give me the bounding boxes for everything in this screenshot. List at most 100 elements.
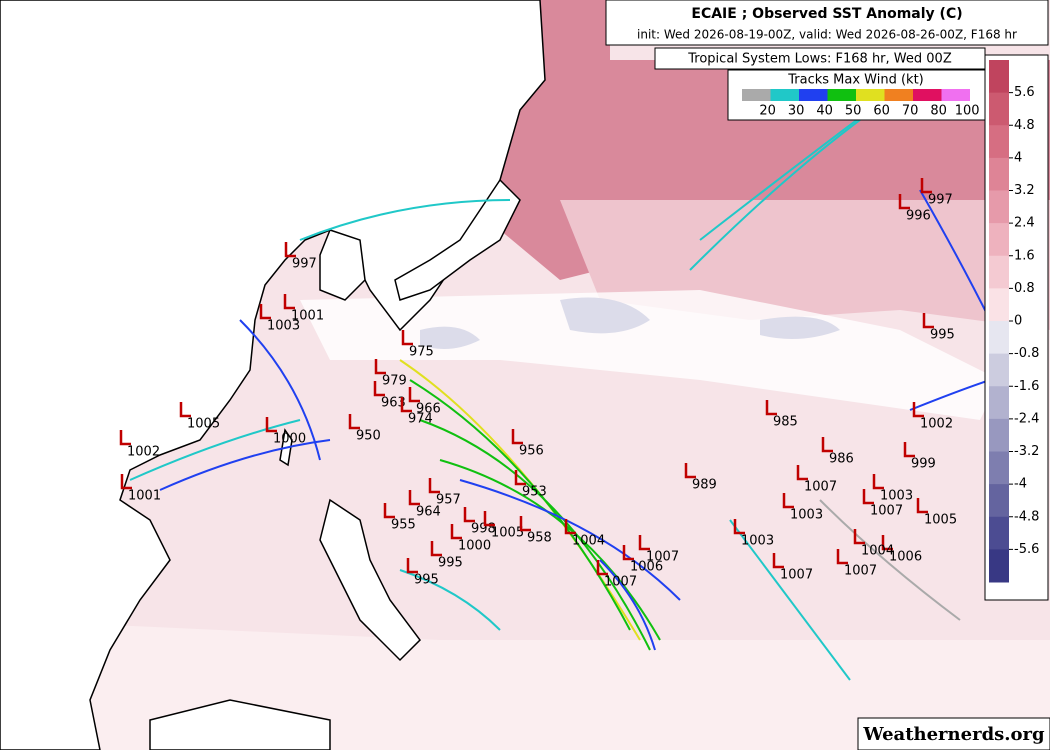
- low-marker: [564, 519, 576, 535]
- borneo: [149, 699, 331, 751]
- colorbar-tick-label: -3.2: [1014, 444, 1039, 459]
- low-pressure-label: 1002: [920, 417, 953, 432]
- colorbar-band: [989, 60, 1009, 94]
- low-marker: [408, 387, 420, 403]
- low-pressure-label: 1002: [127, 445, 160, 460]
- wind-color: [941, 89, 970, 101]
- wind-color: [799, 89, 828, 101]
- colorbar-band: [989, 255, 1009, 289]
- low-marker: [853, 529, 865, 545]
- low-marker: [120, 474, 132, 490]
- low-marker: [733, 519, 745, 535]
- low-marker: [622, 545, 634, 561]
- low-marker: [374, 359, 386, 375]
- low-marker: [483, 511, 495, 527]
- low-pressure-label: 1007: [780, 568, 813, 583]
- low-pressure-label: 1001: [128, 489, 161, 504]
- low-pressure-label: 995: [414, 573, 439, 588]
- colorbar-tick-label: 1.6: [1014, 248, 1035, 263]
- wind-tick-label: 100: [955, 104, 980, 119]
- wind-tick-label: 60: [873, 104, 890, 119]
- low-pressure-label: 964: [416, 505, 441, 520]
- colorbar-band: [989, 288, 1009, 322]
- low-marker: [772, 553, 784, 569]
- wind-color: [884, 89, 913, 101]
- low-marker: [836, 549, 848, 565]
- low-marker: [684, 463, 696, 479]
- low-pressure-label: 1007: [646, 550, 679, 565]
- low-pressure-label: 953: [522, 485, 547, 500]
- wind-tick-label: 70: [902, 104, 919, 119]
- low-marker: [283, 294, 295, 310]
- colorbar-band: [989, 549, 1009, 583]
- low-pressure-label: 957: [436, 493, 461, 508]
- low-pressure-label: 1005: [924, 513, 957, 528]
- low-marker: [821, 437, 833, 453]
- colorbar-band: [989, 125, 1009, 159]
- low-marker: [916, 498, 928, 514]
- low-marker: [920, 178, 932, 194]
- colorbar-band: [989, 157, 1009, 191]
- wind-tick-label: 30: [788, 104, 805, 119]
- low-pressure-label: 997: [928, 193, 953, 208]
- low-marker: [922, 313, 934, 329]
- low-marker: [881, 535, 893, 551]
- low-marker: [872, 474, 884, 490]
- colorbar-tick-label: 0.8: [1014, 281, 1035, 296]
- colorbar-band: [989, 353, 1009, 387]
- colorbar-band: [989, 321, 1009, 355]
- low-marker: [428, 478, 440, 494]
- wind-color: [742, 89, 771, 101]
- low-pressure-label: 1003: [790, 508, 823, 523]
- colorbar-tick-label: -4.8: [1014, 509, 1039, 524]
- low-marker: [373, 381, 385, 397]
- low-pressure-label: 1007: [604, 575, 637, 590]
- low-pressure-label: 958: [527, 531, 552, 546]
- low-marker: [119, 430, 131, 446]
- low-marker: [912, 402, 924, 418]
- low-pressure-label: 1004: [861, 544, 894, 559]
- low-pressure-label: 963: [381, 396, 406, 411]
- colorbar-band: [989, 516, 1009, 550]
- colorbar-tick-label: -0.8: [1014, 346, 1039, 361]
- low-marker: [782, 493, 794, 509]
- low-pressure-label: 995: [438, 556, 463, 571]
- colorbar-band: [989, 92, 1009, 126]
- wind-legend: 20 30 40 50 60 70 80 100: [742, 89, 980, 119]
- lows-title: Tropical System Lows: F168 hr, Wed 00Z: [687, 52, 952, 67]
- colorbar-tick-label: -5.6: [1014, 542, 1039, 557]
- low-marker: [511, 429, 523, 445]
- wind-legend-title: Tracks Max Wind (kt): [787, 73, 924, 88]
- wind-tick-label: 20: [759, 104, 776, 119]
- watermark: Weathernerds.org: [862, 724, 1045, 745]
- low-pressure-label: 1000: [458, 539, 491, 554]
- wind-color: [770, 89, 799, 101]
- colorbar-tick-label: -4: [1014, 477, 1027, 492]
- wind-tick-label: 50: [845, 104, 862, 119]
- low-marker: [179, 402, 191, 418]
- low-pressure-label: 1003: [741, 534, 774, 549]
- wind-color: [913, 89, 942, 101]
- title: ECAIE ; Observed SST Anomaly (C): [691, 6, 962, 22]
- wind-color: [827, 89, 856, 101]
- low-pressure-label: 975: [409, 345, 434, 360]
- wind-color: [856, 89, 885, 101]
- japan: [394, 178, 521, 301]
- low-pressure-label: 966: [416, 402, 441, 417]
- low-pressure-label: 1007: [804, 480, 837, 495]
- low-marker: [348, 414, 360, 430]
- low-pressure-label: 1005: [187, 417, 220, 432]
- low-marker: [430, 541, 442, 557]
- colorbar-tick-label: 4: [1014, 150, 1022, 165]
- tracks: [129, 109, 991, 681]
- wind-tick-label: 80: [930, 104, 947, 119]
- low-marker: [463, 507, 475, 523]
- low-pressure-label: 979: [382, 374, 407, 389]
- low-marker: [862, 489, 874, 505]
- low-marker: [265, 417, 277, 433]
- low-pressure-label: 989: [692, 478, 717, 493]
- wind-tick-label: 40: [816, 104, 833, 119]
- low-pressure-label: 1003: [880, 489, 913, 504]
